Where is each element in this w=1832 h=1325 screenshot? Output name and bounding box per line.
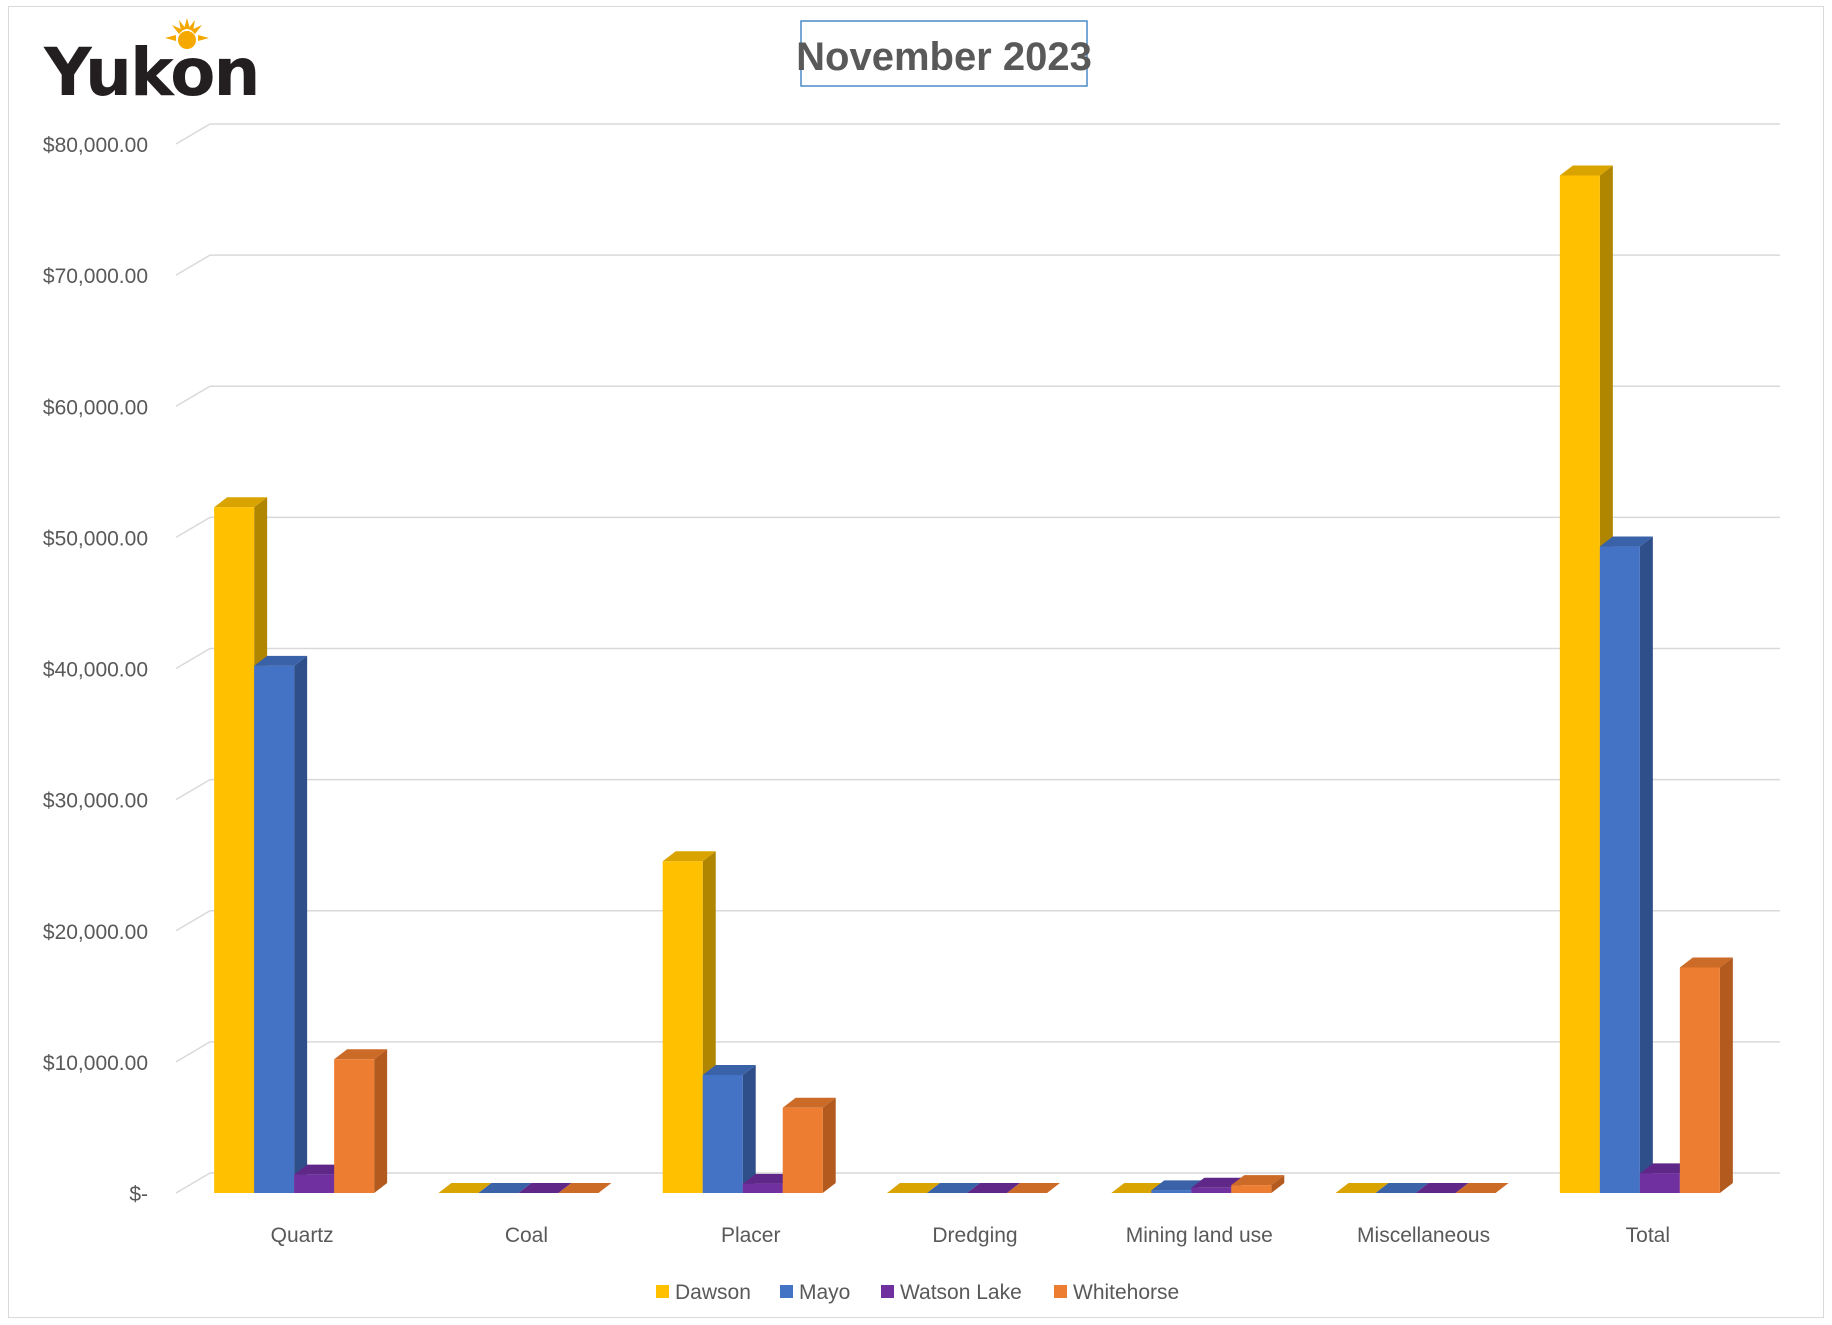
gridline <box>175 254 1780 276</box>
gridline <box>175 123 1780 145</box>
y-tick-label: $70,000.00 <box>43 265 148 288</box>
legend-swatch <box>1054 1285 1067 1298</box>
gridline <box>175 385 1780 407</box>
x-tick-label: Quartz <box>271 1224 334 1247</box>
bar-mayo-quartz <box>254 655 308 1193</box>
bar-mayo-placer <box>702 1064 756 1193</box>
legend-swatch <box>881 1285 894 1298</box>
legend-item-whitehorse[interactable]: Whitehorse <box>1054 1281 1179 1304</box>
x-axis: Quartz Coal Placer Dredging Mining land use M… <box>271 1224 1670 1247</box>
legend: Dawson Mayo Watson Lake Whitehorse <box>656 1281 1179 1304</box>
bar-whitehorse-total <box>1679 957 1733 1193</box>
chart-frame <box>8 6 1824 1318</box>
gridline <box>175 1172 1780 1194</box>
x-tick-label: Dredging <box>932 1224 1017 1247</box>
legend-label: Mayo <box>799 1281 850 1304</box>
yukon-logo: Yukon <box>43 18 260 111</box>
bar-mayo-total <box>1599 536 1653 1193</box>
x-tick-label: Placer <box>721 1224 781 1247</box>
x-tick-label: Total <box>1626 1224 1670 1247</box>
legend-swatch <box>656 1285 669 1298</box>
y-tick-label: $- <box>129 1183 148 1206</box>
grid <box>175 123 1780 1194</box>
y-tick-label: $50,000.00 <box>43 527 148 550</box>
bar-whitehorse-quartz <box>334 1049 388 1193</box>
legend-swatch <box>780 1285 793 1298</box>
y-axis: $- $10,000.00 $20,000.00 $30,000.00 $40,000.… <box>43 134 148 1206</box>
y-tick-label: $40,000.00 <box>43 659 148 682</box>
legend-item-watson-lake[interactable]: Watson Lake <box>881 1281 1022 1304</box>
gridline <box>175 910 1780 932</box>
bar-whitehorse-coal <box>558 1183 612 1193</box>
bar-whitehorse-dredging <box>1007 1183 1060 1193</box>
y-tick-label: $10,000.00 <box>43 1052 148 1075</box>
y-tick-label: $60,000.00 <box>43 396 148 419</box>
bar-watson-lake-dredging <box>967 1183 1020 1193</box>
bar-dawson-dredging <box>887 1183 940 1193</box>
gridline <box>175 516 1780 539</box>
bar-watson-lake-miscellaneous <box>1415 1183 1469 1193</box>
bar-dawson-coal <box>438 1183 492 1193</box>
gridline <box>175 778 1780 801</box>
bar-mayo-coal <box>478 1183 532 1193</box>
title-selection-box[interactable] <box>800 20 1088 87</box>
bar-whitehorse-placer <box>782 1097 836 1193</box>
bar-dawson-miscellaneous <box>1335 1183 1389 1193</box>
x-tick-label: Coal <box>505 1224 548 1247</box>
bar-dawson-placer <box>662 851 716 1193</box>
gridline <box>175 647 1780 670</box>
chart-title: November 2023 <box>796 35 1092 79</box>
y-tick-label: $20,000.00 <box>43 921 148 944</box>
legend-label: Dawson <box>675 1281 751 1304</box>
bar-whitehorse-mining-land-use <box>1231 1175 1285 1193</box>
bar-mayo-miscellaneous <box>1375 1183 1429 1193</box>
gridline <box>175 1041 1780 1063</box>
x-tick-label: Mining land use <box>1126 1224 1273 1247</box>
sun-icon <box>165 18 209 49</box>
y-tick-label: $80,000.00 <box>43 134 148 157</box>
legend-item-mayo[interactable]: Mayo <box>780 1281 850 1304</box>
bar-whitehorse-miscellaneous <box>1455 1183 1509 1193</box>
x-tick-label: Miscellaneous <box>1357 1224 1490 1247</box>
legend-label: Whitehorse <box>1073 1281 1179 1304</box>
legend-label: Watson Lake <box>900 1281 1022 1304</box>
legend-item-dawson[interactable]: Dawson <box>656 1281 751 1304</box>
logo-text: Yukon <box>43 34 258 111</box>
y-tick-label: $30,000.00 <box>43 790 148 813</box>
bar-mayo-dredging <box>927 1183 980 1193</box>
plot-area <box>214 165 1733 1194</box>
bar-dawson-mining-land-use <box>1111 1183 1165 1193</box>
bar-watson-lake-coal <box>518 1183 572 1193</box>
